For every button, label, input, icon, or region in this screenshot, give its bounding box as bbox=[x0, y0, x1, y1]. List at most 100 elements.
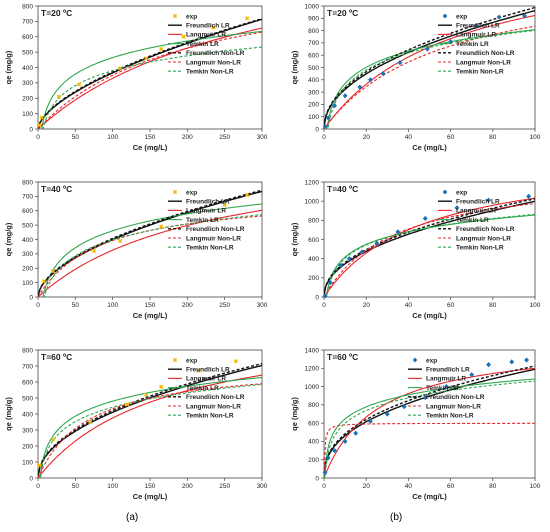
legend-label: Temkin Non-LR bbox=[186, 245, 234, 252]
legend-label: Freundlich LR bbox=[426, 367, 470, 374]
legend-label: Temkin Non-LR bbox=[186, 413, 234, 420]
langmuir-nonlr-line bbox=[324, 25, 535, 129]
exp-point-core bbox=[159, 225, 163, 228]
legend-label: Langmuir Non-LR bbox=[426, 403, 481, 410]
caption-a: (a) bbox=[126, 512, 139, 523]
x-tick-label: 300 bbox=[257, 302, 268, 309]
exp-point-core bbox=[245, 193, 249, 197]
x-tick-label: 250 bbox=[219, 134, 230, 141]
temkin-lr-line bbox=[41, 30, 262, 129]
legend-label: exp bbox=[186, 13, 197, 20]
x-tick-label: 300 bbox=[257, 483, 268, 490]
x-tick-label: 40 bbox=[405, 134, 413, 141]
y-tick-label: 700 bbox=[308, 40, 319, 47]
legend-swatch-exp bbox=[442, 189, 448, 195]
x-tick-label: 80 bbox=[489, 302, 497, 309]
exp-point-core bbox=[51, 269, 55, 273]
y-tick-label: 800 bbox=[308, 28, 319, 35]
chart-right-0: 0 20 40 60 80 1000100200300400500600700800900… bbox=[290, 3, 541, 152]
legend-label: Langmuir LR bbox=[456, 208, 496, 215]
exp-point bbox=[526, 193, 532, 199]
y-tick-label: 300 bbox=[22, 427, 33, 434]
x-tick-label: 100 bbox=[107, 302, 118, 309]
exp-point-core bbox=[118, 239, 122, 243]
exp-point bbox=[325, 115, 331, 121]
y-axis-label: qe (mg/g) bbox=[290, 222, 299, 256]
freundlich-lr-line bbox=[38, 364, 262, 478]
y-tick-label: 400 bbox=[22, 411, 33, 418]
y-tick-label: 900 bbox=[308, 16, 319, 23]
legend: exp Freundlich LR Langmuir LR Temkin LR Freu… bbox=[168, 357, 245, 420]
temkin-lr-line bbox=[39, 376, 262, 478]
y-tick-label: 400 bbox=[308, 439, 319, 446]
x-axis-label: Ce (mg/L) bbox=[133, 311, 168, 320]
x-tick-label: 0 bbox=[322, 302, 326, 309]
legend-swatch-exp bbox=[172, 357, 178, 363]
y-tick-label: 700 bbox=[22, 194, 33, 201]
series-group bbox=[324, 365, 535, 478]
legend-label: Langmuir Non-LR bbox=[456, 235, 511, 242]
freundlich-nonlr-line bbox=[38, 362, 262, 478]
exp-point-core bbox=[223, 203, 226, 207]
x-tick-label: 0 bbox=[322, 134, 326, 141]
exp-point-core bbox=[38, 123, 41, 127]
legend-label: Temkin LR bbox=[426, 385, 459, 392]
legend-label: Temkin LR bbox=[456, 41, 489, 48]
legend: exp Freundlich LR Langmuir LR Temkin LR Freu… bbox=[438, 13, 515, 76]
legend: exp Freundlich LR Langmuir LR Temkin LR Freu… bbox=[438, 189, 515, 252]
y-tick-label: 600 bbox=[22, 379, 33, 386]
legend-label: Freundlich Non-LR bbox=[186, 50, 245, 57]
x-tick-label: 20 bbox=[363, 302, 371, 309]
panel-title: T=60 ºC bbox=[41, 352, 72, 362]
exp-point bbox=[342, 438, 348, 445]
x-tick-label: 0 bbox=[36, 483, 40, 490]
y-tick-label: 100 bbox=[22, 459, 33, 466]
x-axis-label: Ce (mg/L) bbox=[412, 311, 447, 320]
x-tick-label: 60 bbox=[447, 134, 455, 141]
temkin-lr-line bbox=[42, 203, 262, 297]
exp-point bbox=[384, 411, 390, 417]
x-tick-label: 100 bbox=[530, 302, 541, 309]
exp-point-core bbox=[118, 66, 122, 70]
exp-point-core bbox=[182, 35, 185, 39]
freundlich-nonlr-line bbox=[324, 198, 535, 296]
x-tick-label: 300 bbox=[257, 134, 268, 141]
legend-label: exp bbox=[456, 189, 467, 196]
legend-label: Freundlich LR bbox=[186, 367, 230, 374]
exp-point bbox=[327, 280, 333, 286]
x-tick-label: 20 bbox=[363, 134, 371, 141]
chart-left-2: 0 50 100 150 200 250 300 0 100 200 300 400 500 600 700… bbox=[4, 347, 268, 501]
exp-point bbox=[374, 240, 380, 246]
y-tick-label: 500 bbox=[22, 222, 33, 229]
y-tick-label: 600 bbox=[22, 34, 33, 41]
exp-point bbox=[486, 197, 491, 203]
y-tick-label: 0 bbox=[315, 475, 319, 482]
legend-label: Langmuir LR bbox=[186, 32, 226, 39]
y-tick-label: 500 bbox=[22, 49, 33, 56]
exp-point-core bbox=[57, 95, 61, 99]
exp-point bbox=[346, 256, 352, 262]
x-tick-label: 80 bbox=[489, 134, 497, 141]
legend-label: Temkin Non-LR bbox=[426, 413, 474, 420]
langmuir-nonlr-line bbox=[324, 422, 535, 475]
x-tick-label: 50 bbox=[72, 302, 80, 309]
plot-frame bbox=[323, 5, 536, 130]
y-axis-label: qe (mg/g) bbox=[4, 222, 13, 256]
y-tick-label: 600 bbox=[22, 208, 33, 215]
panel-title: T=20 ºC bbox=[41, 8, 72, 18]
langmuir-lr-line bbox=[324, 197, 535, 297]
exp-point bbox=[397, 59, 403, 66]
chart-left-1: 0 50 100 150 200 250 300 0 100 200 300 400 500 600 700… bbox=[4, 179, 268, 320]
temkin-nonlr-line bbox=[40, 383, 262, 478]
legend-label: Freundlich Non-LR bbox=[186, 226, 245, 233]
y-tick-label: 600 bbox=[308, 420, 319, 427]
y-tick-label: 1000 bbox=[305, 384, 320, 391]
exp-point bbox=[368, 418, 373, 424]
langmuir-nonlr-line bbox=[38, 31, 262, 129]
y-tick-label: 300 bbox=[308, 89, 319, 96]
exp-point bbox=[353, 430, 359, 436]
y-tick-label: 700 bbox=[22, 363, 33, 370]
y-tick-label: 1000 bbox=[305, 198, 320, 205]
exp-point-core bbox=[88, 420, 92, 424]
exp-point bbox=[332, 447, 337, 454]
